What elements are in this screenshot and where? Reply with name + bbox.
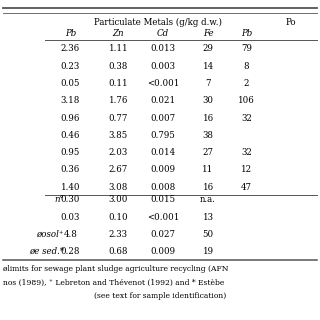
Text: 16: 16 <box>203 183 213 192</box>
Text: 3.00: 3.00 <box>109 195 128 204</box>
Text: 13: 13 <box>203 212 213 221</box>
Text: 0.23: 0.23 <box>61 62 80 71</box>
Text: 0.03: 0.03 <box>61 212 80 221</box>
Text: 0.46: 0.46 <box>61 131 80 140</box>
Text: 2.67: 2.67 <box>109 165 128 174</box>
Text: 12: 12 <box>241 165 252 174</box>
Text: 11: 11 <box>202 165 214 174</box>
Text: 0.795: 0.795 <box>151 131 176 140</box>
Text: 2: 2 <box>244 79 249 88</box>
Text: n.a.: n.a. <box>200 195 216 204</box>
Text: n°: n° <box>54 195 64 204</box>
Text: 27: 27 <box>203 148 213 157</box>
Text: 0.007: 0.007 <box>151 114 176 123</box>
Text: 0.30: 0.30 <box>61 195 80 204</box>
Text: 0.77: 0.77 <box>109 114 128 123</box>
Text: 47: 47 <box>241 183 252 192</box>
Text: Pb: Pb <box>65 29 76 38</box>
Text: Pb: Pb <box>241 29 252 38</box>
Text: 38: 38 <box>203 131 213 140</box>
Text: øe sed.*: øe sed.* <box>29 247 64 256</box>
Text: 0.009: 0.009 <box>151 247 176 256</box>
Text: <0.001: <0.001 <box>147 212 180 221</box>
Text: 79: 79 <box>241 44 252 53</box>
Text: 0.021: 0.021 <box>151 96 176 105</box>
Text: 1.11: 1.11 <box>108 44 128 53</box>
Text: 32: 32 <box>241 114 252 123</box>
Text: 0.36: 0.36 <box>61 165 80 174</box>
Text: 50: 50 <box>203 230 213 239</box>
Text: 30: 30 <box>203 96 213 105</box>
Text: 106: 106 <box>238 96 255 105</box>
Text: 1.76: 1.76 <box>109 96 128 105</box>
Text: 3.85: 3.85 <box>109 131 128 140</box>
Text: 8: 8 <box>244 62 249 71</box>
Text: 0.014: 0.014 <box>151 148 176 157</box>
Text: 0.013: 0.013 <box>151 44 176 53</box>
Text: Particulate Metals (g/kg d.w.): Particulate Metals (g/kg d.w.) <box>94 18 222 27</box>
Text: 0.05: 0.05 <box>61 79 80 88</box>
Text: Cd: Cd <box>157 29 169 38</box>
Text: 0.003: 0.003 <box>151 62 176 71</box>
Text: 0.28: 0.28 <box>61 247 80 256</box>
Text: 0.11: 0.11 <box>108 79 128 88</box>
Text: 19: 19 <box>203 247 213 256</box>
Text: Po: Po <box>286 18 296 27</box>
Text: 0.009: 0.009 <box>151 165 176 174</box>
Text: 3.18: 3.18 <box>61 96 80 105</box>
Text: 0.95: 0.95 <box>61 148 80 157</box>
Text: ølimits for sewage plant sludge agriculture recycling (AFN: ølimits for sewage plant sludge agricult… <box>3 265 229 273</box>
Text: 0.38: 0.38 <box>109 62 128 71</box>
Text: (see text for sample identification): (see text for sample identification) <box>94 292 226 300</box>
Text: 0.68: 0.68 <box>109 247 128 256</box>
Text: 2.36: 2.36 <box>61 44 80 53</box>
Text: 1.40: 1.40 <box>61 183 80 192</box>
Text: nos (1989), ⁺ Lebreton and Thévenot (1992) and * Estèbe: nos (1989), ⁺ Lebreton and Thévenot (199… <box>3 279 225 287</box>
Text: Fe: Fe <box>203 29 213 38</box>
Text: 3.08: 3.08 <box>109 183 128 192</box>
Text: 32: 32 <box>241 148 252 157</box>
Text: 2.33: 2.33 <box>109 230 128 239</box>
Text: Zn: Zn <box>113 29 124 38</box>
Text: 7: 7 <box>205 79 211 88</box>
Text: <0.001: <0.001 <box>147 79 180 88</box>
Text: 16: 16 <box>203 114 213 123</box>
Text: 0.015: 0.015 <box>151 195 176 204</box>
Text: 0.96: 0.96 <box>61 114 80 123</box>
Text: 4.8: 4.8 <box>63 230 77 239</box>
Text: 0.10: 0.10 <box>108 212 128 221</box>
Text: 0.027: 0.027 <box>151 230 176 239</box>
Text: 0.008: 0.008 <box>151 183 176 192</box>
Text: 14: 14 <box>203 62 213 71</box>
Text: 2.03: 2.03 <box>109 148 128 157</box>
Text: øosol⁺: øosol⁺ <box>36 230 64 239</box>
Text: 29: 29 <box>203 44 213 53</box>
